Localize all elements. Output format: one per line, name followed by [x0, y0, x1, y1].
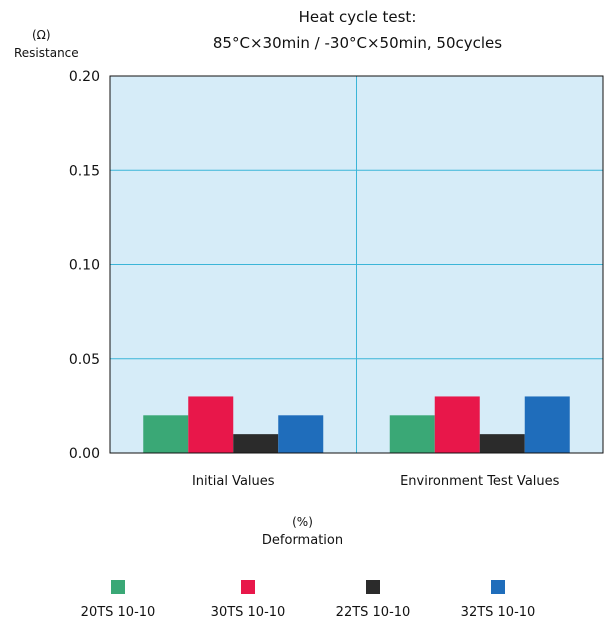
bar	[434, 396, 480, 453]
y-tick-label: 0.15	[69, 163, 100, 179]
bar	[143, 415, 189, 453]
y-tick-label: 0.10	[69, 258, 100, 274]
y-tick-label: 0.20	[69, 69, 100, 85]
y-tick-label: 0.00	[69, 446, 100, 462]
x-tick-label: Initial Values	[192, 474, 275, 489]
legend-swatch	[241, 580, 255, 594]
legend-swatch	[111, 580, 125, 594]
bar	[524, 396, 570, 453]
legend-label: 32TS 10-10	[460, 605, 536, 620]
plot-frame	[109, 75, 604, 454]
chart-title: Heat cycle test:	[298, 8, 417, 26]
y-tick-label: 0.05	[69, 352, 100, 368]
bar	[479, 434, 525, 453]
bar	[278, 415, 324, 453]
bar	[188, 396, 234, 453]
legend-item-20ts: 20TS 10-10	[58, 580, 178, 620]
x-axis-unit: (%)	[292, 515, 313, 529]
chart-plot: 0.00 0.05 0.10 0.15 0.20 Initial Values Enviro…	[69, 69, 604, 489]
legend-label: 20TS 10-10	[80, 605, 156, 620]
legend-item-30ts: 30TS 10-10	[188, 580, 308, 620]
bar	[389, 415, 435, 453]
legend-swatch	[491, 580, 505, 594]
legend-label: 30TS 10-10	[210, 605, 286, 620]
bar	[233, 434, 279, 453]
y-axis-label: Resistance	[14, 46, 79, 60]
legend-item-32ts: 32TS 10-10	[438, 580, 558, 620]
legend-item-22ts: 22TS 10-10	[313, 580, 433, 620]
x-axis-label: Deformation	[261, 533, 344, 548]
legend-swatch	[366, 580, 380, 594]
chart-subtitle: 85°C×30min / -30°C×50min, 50cycles	[212, 34, 503, 52]
y-axis-unit: (Ω)	[32, 28, 51, 42]
x-tick-label: Environment Test Values	[400, 474, 560, 489]
legend-label: 22TS 10-10	[335, 605, 411, 620]
